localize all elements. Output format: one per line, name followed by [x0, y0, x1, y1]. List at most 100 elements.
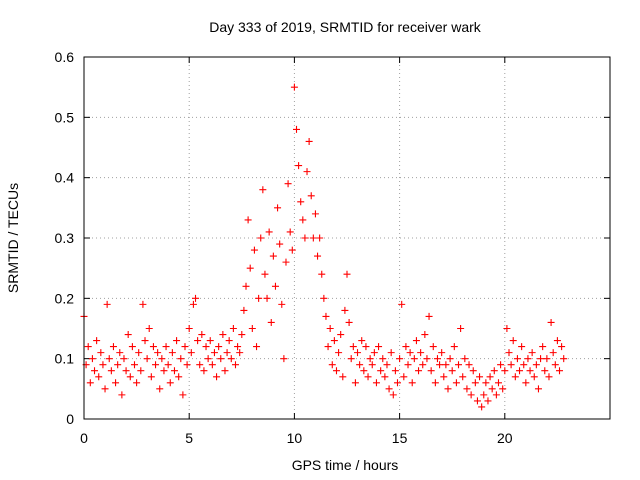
data-point	[356, 361, 364, 369]
data-point	[166, 379, 174, 387]
data-point	[516, 367, 524, 375]
data-point	[415, 367, 423, 375]
data-point	[396, 355, 404, 363]
data-point	[398, 300, 406, 308]
data-point	[137, 367, 145, 375]
data-point	[141, 337, 149, 345]
data-point	[261, 270, 269, 278]
data-point	[423, 355, 431, 363]
data-point	[459, 373, 467, 381]
data-point	[177, 355, 185, 363]
data-point	[377, 367, 385, 375]
data-point	[147, 373, 155, 381]
y-tick-label: 0.4	[55, 170, 75, 186]
data-point	[278, 300, 286, 308]
data-point	[450, 343, 458, 351]
y-tick-label: 0.1	[55, 351, 75, 367]
data-point	[513, 355, 521, 363]
data-point	[337, 331, 345, 339]
data-point	[194, 337, 202, 345]
chart-title: Day 333 of 2019, SRMTID for receiver war…	[209, 19, 482, 35]
data-point	[322, 312, 330, 320]
data-point	[124, 331, 132, 339]
data-point	[84, 343, 92, 351]
x-tick-label: 0	[80, 430, 88, 446]
data-point	[427, 367, 435, 375]
x-tick-label: 15	[392, 430, 408, 446]
data-point	[335, 349, 343, 357]
data-point	[375, 343, 383, 351]
data-point	[440, 373, 448, 381]
data-point	[499, 385, 507, 393]
data-point	[332, 367, 340, 375]
y-tick-label: 0.6	[55, 49, 75, 65]
data-point	[122, 367, 130, 375]
data-point	[444, 385, 452, 393]
data-point	[368, 361, 376, 369]
data-point	[154, 349, 162, 357]
data-point	[354, 349, 362, 357]
data-point	[404, 361, 412, 369]
data-point	[345, 318, 353, 326]
data-point	[185, 325, 193, 332]
data-point	[556, 367, 564, 375]
data-point	[393, 379, 401, 387]
data-point	[274, 204, 282, 212]
data-point	[385, 385, 393, 393]
data-point	[240, 306, 248, 314]
data-point	[244, 216, 252, 224]
data-point	[436, 361, 444, 369]
data-point	[145, 325, 153, 332]
data-point	[526, 367, 534, 375]
data-point	[551, 361, 559, 369]
data-point	[490, 367, 498, 375]
data-point	[463, 385, 471, 393]
data-point	[204, 355, 212, 363]
data-point	[88, 355, 96, 363]
data-point	[316, 234, 324, 242]
data-point	[120, 355, 128, 363]
data-point	[189, 300, 197, 308]
data-point	[324, 343, 332, 351]
data-point	[482, 379, 490, 387]
data-point	[126, 373, 134, 381]
y-axis-title: SRMTID / TECUs	[5, 183, 21, 293]
data-point	[156, 385, 164, 393]
data-point	[318, 270, 326, 278]
data-point	[349, 343, 357, 351]
data-point	[259, 186, 267, 194]
data-point	[86, 379, 94, 387]
data-point	[293, 125, 301, 133]
data-point	[309, 234, 317, 242]
data-point	[265, 228, 273, 236]
data-point	[425, 312, 433, 320]
data-point	[400, 373, 408, 381]
data-point	[484, 397, 492, 405]
data-point	[231, 361, 239, 369]
data-point	[530, 373, 538, 381]
data-point	[118, 391, 126, 399]
data-point	[128, 343, 136, 351]
data-point	[242, 282, 250, 290]
data-point	[547, 318, 555, 326]
data-point	[238, 331, 246, 339]
data-point	[372, 379, 380, 387]
data-point	[480, 391, 488, 399]
y-tick-label: 0.5	[55, 109, 75, 125]
data-point	[152, 361, 160, 369]
data-point	[202, 343, 210, 351]
data-point	[164, 361, 172, 369]
data-point	[269, 252, 277, 260]
data-point	[553, 337, 561, 345]
data-point	[509, 337, 517, 345]
data-point	[494, 379, 502, 387]
data-point	[522, 379, 530, 387]
data-point	[419, 361, 427, 369]
data-point	[438, 349, 446, 357]
y-tick-label: 0	[66, 411, 74, 427]
data-point	[158, 355, 166, 363]
data-point	[263, 294, 271, 302]
data-point	[225, 337, 233, 345]
data-point	[219, 331, 227, 339]
data-point	[215, 343, 223, 351]
